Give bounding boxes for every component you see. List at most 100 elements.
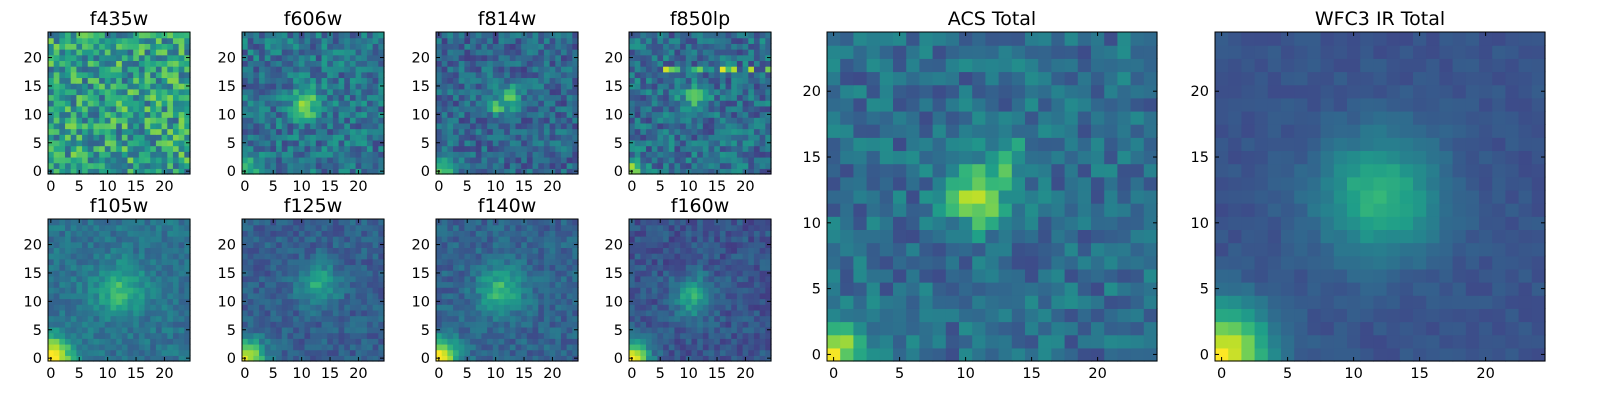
heatmap-cell	[714, 287, 721, 294]
heatmap-cell	[338, 32, 345, 39]
heatmap-cell	[504, 145, 511, 152]
heatmap-cell	[253, 321, 260, 328]
heatmap-cell	[458, 332, 465, 339]
heatmap-cell	[378, 37, 385, 44]
heatmap-cell	[560, 332, 568, 339]
heatmap-cell	[685, 343, 693, 351]
heatmap-cell	[447, 321, 454, 328]
heatmap-cell	[184, 156, 191, 164]
heatmap-cell	[178, 241, 185, 248]
heatmap-cell	[293, 281, 300, 288]
heatmap-cell	[127, 60, 134, 67]
heatmap-cell	[543, 309, 551, 317]
y-tick-label: 10	[412, 107, 430, 123]
heatmap-cell	[172, 264, 180, 271]
heatmap-cell	[264, 117, 271, 124]
heatmap-cell	[447, 77, 454, 84]
heatmap-cell	[526, 247, 534, 254]
heatmap-cell	[742, 343, 749, 351]
heatmap-cell	[464, 145, 471, 152]
heatmap-cell	[65, 60, 72, 67]
heatmap-cell	[526, 117, 534, 124]
heatmap-cell	[276, 241, 283, 248]
heatmap-cell	[447, 134, 454, 141]
heatmap-cell	[59, 270, 66, 277]
heatmap-cell	[355, 309, 362, 317]
heatmap-cell	[765, 321, 772, 328]
heatmap-cell	[731, 77, 738, 84]
heatmap-cell	[509, 258, 517, 266]
heatmap-cell	[685, 145, 693, 152]
heatmap-cell	[338, 230, 345, 237]
heatmap-cell	[110, 162, 117, 169]
heatmap-cell	[378, 253, 385, 260]
heatmap-cell	[155, 49, 163, 56]
heatmap-cell	[708, 134, 715, 141]
heatmap-cell	[344, 83, 351, 90]
heatmap-cell	[481, 236, 488, 243]
heatmap-cell	[447, 156, 454, 164]
heatmap-cell	[555, 162, 562, 169]
heatmap-cell	[298, 111, 306, 118]
heatmap-cell	[161, 287, 168, 294]
heatmap-cell	[144, 128, 151, 135]
heatmap-cell	[48, 117, 55, 124]
heatmap-cell	[82, 349, 89, 356]
heatmap-cell	[104, 111, 112, 118]
heatmap-cell	[543, 156, 551, 164]
heatmap-cell	[65, 236, 72, 243]
heatmap-cell	[498, 253, 505, 260]
heatmap-cell	[99, 236, 106, 243]
heatmap-cell	[708, 326, 715, 334]
heatmap-cell	[172, 224, 180, 231]
heatmap-cell	[657, 105, 664, 113]
heatmap-cell	[492, 298, 500, 305]
heatmap-cell	[167, 105, 174, 113]
heatmap-cell	[458, 105, 465, 113]
heatmap-cell	[470, 37, 477, 44]
heatmap-cell	[685, 162, 693, 169]
heatmap-cell	[366, 151, 374, 158]
heatmap-cell	[315, 156, 323, 164]
heatmap-cell	[492, 88, 500, 96]
heatmap-cell	[651, 168, 658, 175]
heatmap-cell	[332, 66, 340, 73]
heatmap-cell	[736, 275, 744, 283]
heatmap-cell	[487, 304, 494, 311]
heatmap-cell	[464, 241, 471, 248]
heatmap-cell	[470, 105, 477, 113]
heatmap-cell	[315, 292, 323, 300]
heatmap-cell	[321, 168, 328, 175]
heatmap-cell	[447, 111, 454, 118]
heatmap-cell	[99, 247, 106, 254]
heatmap-cell	[366, 88, 374, 96]
heatmap-cell	[121, 37, 129, 44]
heatmap-cell	[93, 264, 100, 271]
heatmap-cell	[321, 264, 328, 271]
heatmap-cell	[321, 321, 328, 328]
heatmap-cell	[470, 88, 477, 96]
heatmap-cell	[521, 66, 528, 73]
heatmap-cell	[378, 321, 385, 328]
heatmap-cell	[76, 287, 83, 294]
heatmap-cell	[719, 54, 727, 61]
heatmap-cell	[53, 128, 60, 135]
heatmap-cell	[167, 355, 174, 362]
heatmap-cell	[167, 236, 174, 243]
heatmap-cell	[161, 134, 168, 141]
heatmap-cell	[668, 151, 676, 158]
heatmap-cell	[332, 309, 340, 317]
heatmap-cell	[464, 94, 471, 101]
heatmap-cell	[515, 298, 522, 305]
heatmap-cell	[657, 332, 664, 339]
heatmap-cell	[361, 43, 368, 50]
heatmap-cell	[344, 54, 351, 61]
heatmap-cell	[121, 145, 129, 152]
heatmap-cell	[521, 230, 528, 237]
heatmap-cell	[532, 264, 539, 271]
heatmap-cell	[680, 309, 687, 317]
heatmap-cell	[532, 253, 539, 260]
heatmap-cell	[116, 219, 123, 226]
heatmap-cell	[321, 145, 328, 152]
heatmap-cell	[372, 117, 379, 124]
